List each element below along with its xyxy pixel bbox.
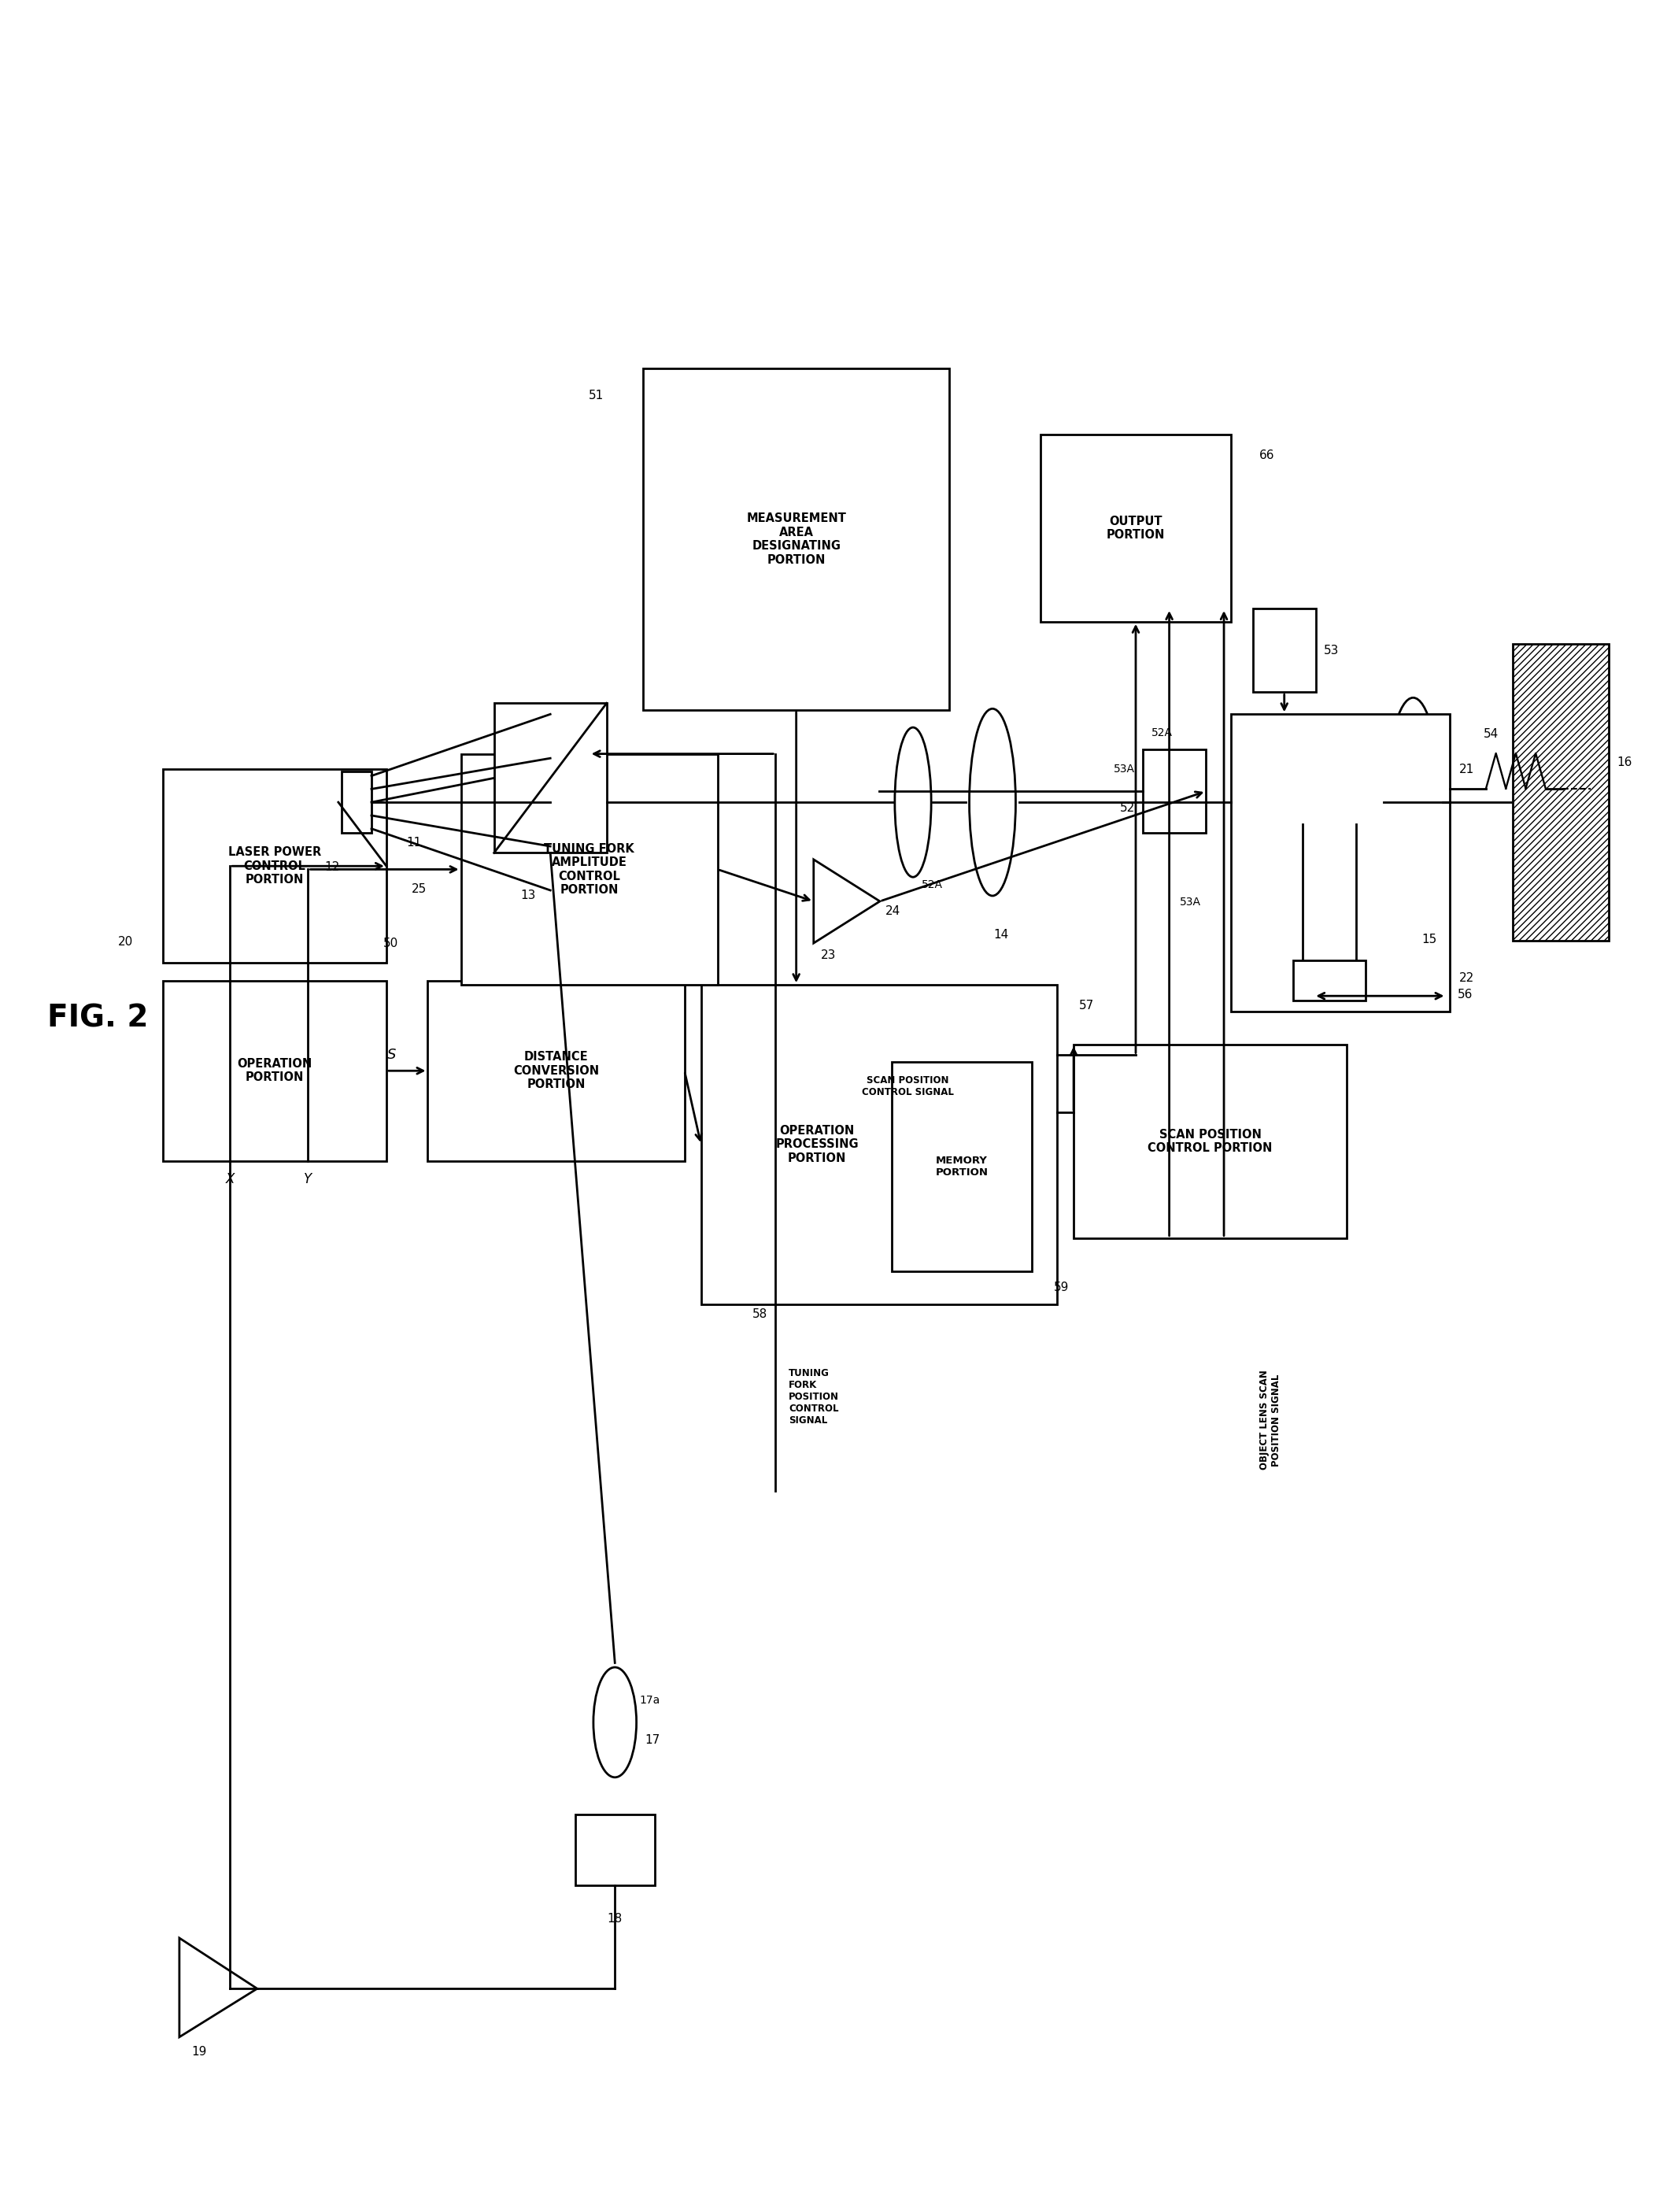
Text: MEASUREMENT
AREA
DESIGNATING
PORTION: MEASUREMENT AREA DESIGNATING PORTION [747,513,847,566]
Text: 56: 56 [1459,989,1474,1000]
Text: 13: 13 [520,889,535,900]
Bar [1040,436,1230,622]
Text: 21: 21 [1460,763,1475,774]
Text: FIG. 2: FIG. 2 [47,1002,148,1033]
Text: LASER POWER
CONTROL
PORTION: LASER POWER CONTROL PORTION [228,847,322,885]
Ellipse shape [1387,697,1440,907]
Text: 18: 18 [607,1913,622,1924]
Polygon shape [813,860,880,942]
Text: 25: 25 [412,883,427,894]
Text: SCAN POSITION
CONTROL PORTION: SCAN POSITION CONTROL PORTION [1149,1128,1272,1155]
Text: 23: 23 [820,949,837,962]
Text: OPERATION
PORTION: OPERATION PORTION [237,1057,312,1084]
Bar [493,703,607,854]
Bar [163,980,387,1161]
Bar [643,369,950,710]
Text: 22: 22 [1460,973,1475,984]
Text: 53A: 53A [1114,763,1135,774]
Text: 15: 15 [1422,933,1437,945]
Text: 53: 53 [1324,644,1339,657]
Text: 11: 11 [407,836,422,849]
Text: OPERATION
PROCESSING
PORTION: OPERATION PROCESSING PORTION [775,1126,859,1164]
Text: 12: 12 [323,860,340,874]
Text: 57: 57 [1079,1000,1094,1011]
Bar [1230,714,1450,1011]
Text: 66: 66 [1259,449,1275,460]
Text: 19: 19 [192,2046,207,2057]
Ellipse shape [895,728,932,878]
Text: 17: 17 [645,1734,660,1745]
Bar [460,754,717,984]
Text: 20: 20 [118,936,133,947]
Text: MEMORY
PORTION: MEMORY PORTION [935,1155,989,1177]
Ellipse shape [969,708,1015,896]
Text: 16: 16 [1617,757,1632,768]
Text: 14: 14 [994,929,1009,940]
Text: 50: 50 [383,938,398,949]
Bar [163,770,387,962]
Text: 24: 24 [885,905,900,916]
Text: TUNING FORK
AMPLITUDE
CONTROL
PORTION: TUNING FORK AMPLITUDE CONTROL PORTION [543,843,635,896]
Text: TUNING
FORK
POSITION
CONTROL
SIGNAL: TUNING FORK POSITION CONTROL SIGNAL [788,1367,839,1425]
Text: OBJECT LENS SCAN
POSITION SIGNAL: OBJECT LENS SCAN POSITION SIGNAL [1259,1369,1282,1471]
Bar [1144,750,1207,834]
Text: 58: 58 [752,1310,767,1321]
Bar [892,1062,1032,1272]
Text: Y: Y [303,1172,312,1186]
Bar [702,984,1057,1305]
Text: 52A: 52A [922,880,942,889]
Bar [428,980,685,1161]
Bar [342,772,372,834]
Text: 54: 54 [1484,728,1499,741]
Text: SCAN POSITION
CONTROL SIGNAL: SCAN POSITION CONTROL SIGNAL [862,1075,954,1097]
Text: 53A: 53A [1180,896,1202,907]
Bar [1074,1044,1347,1239]
Text: 52: 52 [1120,803,1135,814]
Text: 17a: 17a [640,1694,660,1705]
Text: OUTPUT
PORTION: OUTPUT PORTION [1107,515,1165,542]
Text: 59: 59 [1054,1281,1069,1294]
Bar [1294,960,1365,1000]
Bar [575,1814,655,1885]
Polygon shape [180,1938,257,2037]
Text: S: S [387,1048,395,1062]
Text: 51: 51 [588,389,603,403]
Ellipse shape [593,1668,637,1776]
Text: X: X [225,1172,235,1186]
Bar [1254,608,1315,692]
Bar [1512,644,1609,940]
Text: DISTANCE
CONVERSION
PORTION: DISTANCE CONVERSION PORTION [513,1051,598,1091]
Text: 52A: 52A [1152,728,1172,739]
